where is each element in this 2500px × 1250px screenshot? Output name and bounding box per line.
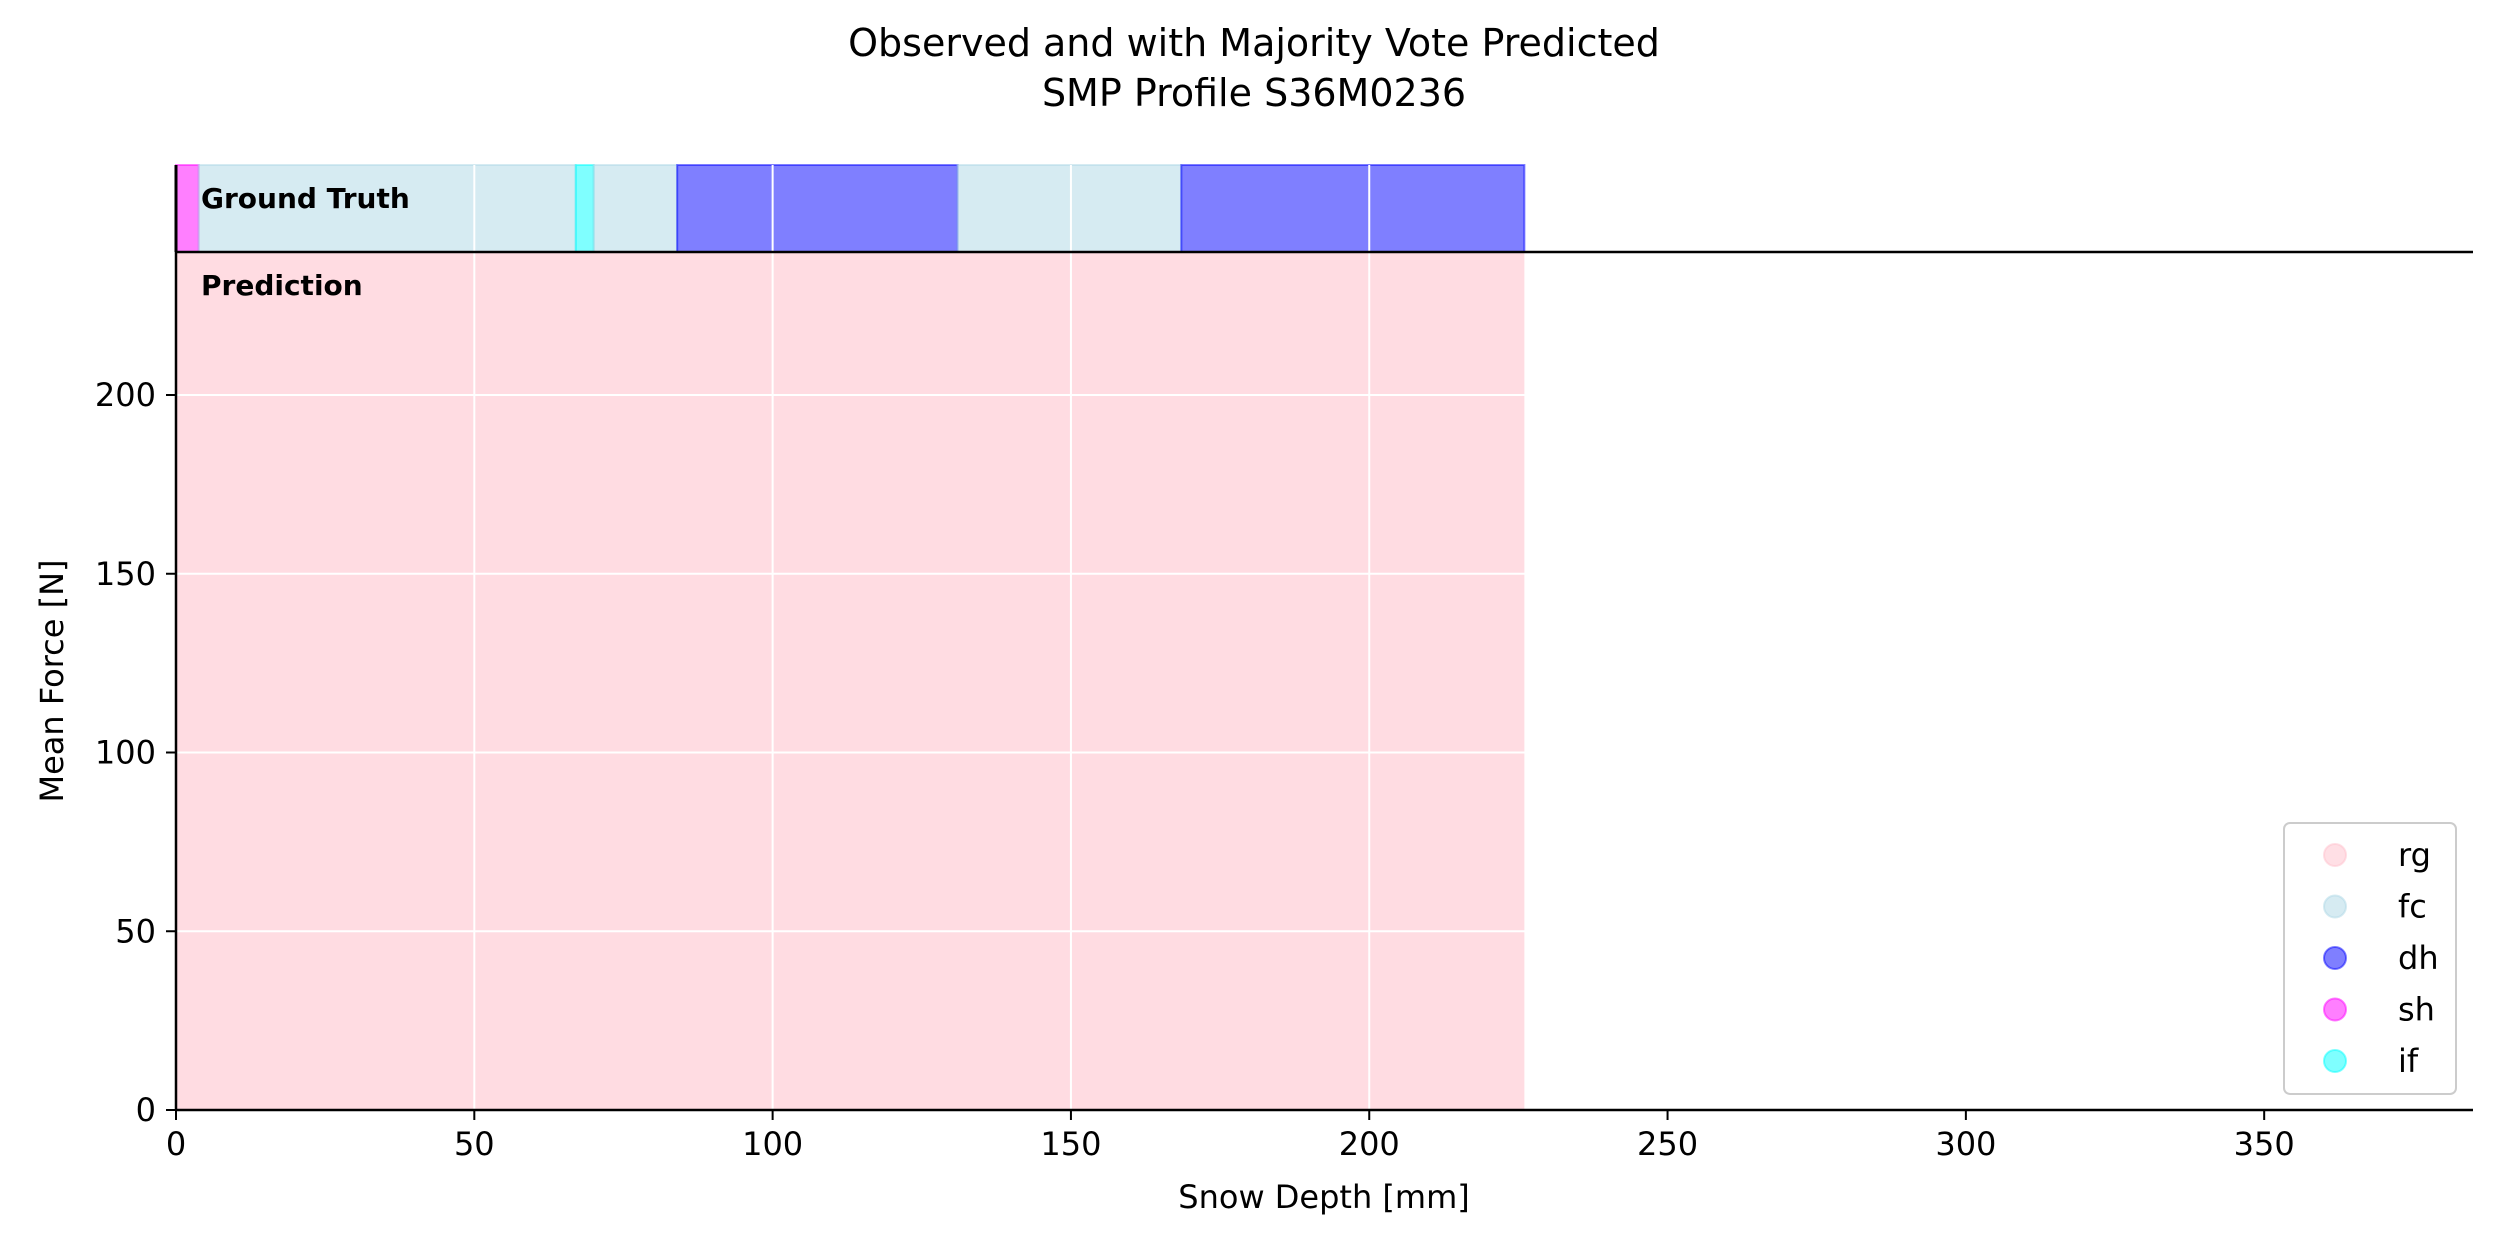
x-tick-label: 150 (1040, 1125, 1101, 1163)
ground-truth-segment-if (574, 164, 595, 253)
prediction-segment-rg (176, 252, 1525, 1110)
legend-marker-rg (2323, 843, 2347, 867)
ground-truth-label: Ground Truth (201, 182, 410, 215)
y-tick-label: 100 (95, 734, 156, 772)
y-tick-label: 0 (136, 1091, 156, 1129)
legend-label-fc: fc (2398, 888, 2427, 926)
grid (176, 165, 2473, 1110)
chart-title: Observed and with Majority Vote Predicte… (848, 21, 1660, 65)
legend-label-if: if (2398, 1042, 2419, 1080)
ground-truth-segment-sh (175, 164, 200, 253)
x-tick-label: 200 (1339, 1125, 1400, 1163)
x-tick-label: 50 (454, 1125, 495, 1163)
legend-marker-if (2323, 1049, 2347, 1073)
legend-marker-dh (2323, 946, 2347, 970)
ground-truth-segment-fc (956, 164, 1183, 253)
legend-frame (2283, 822, 2457, 1095)
legend-label-sh: sh (2398, 991, 2435, 1029)
y-tick-label: 150 (95, 555, 156, 593)
ground-truth-band (175, 164, 1526, 253)
chart-subtitle: SMP Profile S36M0236 (1042, 71, 1466, 115)
y-axis-label: Mean Force [N] (33, 559, 71, 802)
legend-marker-fc (2323, 894, 2347, 919)
x-tick-label: 100 (742, 1125, 803, 1163)
x-tick-label: 350 (2234, 1125, 2295, 1163)
y-tick-label: 200 (95, 376, 156, 414)
ground-truth-segment-dh (676, 164, 959, 253)
x-tick-label: 0 (166, 1125, 186, 1163)
axis-ticks: 0 50 100 150 200 250 300 350 0 50 100 150 200 (95, 376, 2295, 1163)
legend-marker-sh (2323, 997, 2347, 1022)
legend: rg fc dh sh if (2283, 822, 2457, 1095)
ground-truth-segment-dh (1180, 164, 1526, 253)
ground-truth-segment-fc (197, 164, 577, 253)
prediction-band (176, 252, 1525, 1110)
y-tick-label: 50 (115, 912, 156, 950)
x-tick-label: 300 (1935, 1125, 1996, 1163)
prediction-label: Prediction (201, 269, 363, 302)
x-axis-label: Snow Depth [mm] (1178, 1178, 1469, 1216)
legend-label-dh: dh (2398, 939, 2439, 977)
ground-truth-segment-fc (592, 164, 679, 253)
x-tick-label: 250 (1637, 1125, 1698, 1163)
legend-label-rg: rg (2398, 836, 2431, 874)
